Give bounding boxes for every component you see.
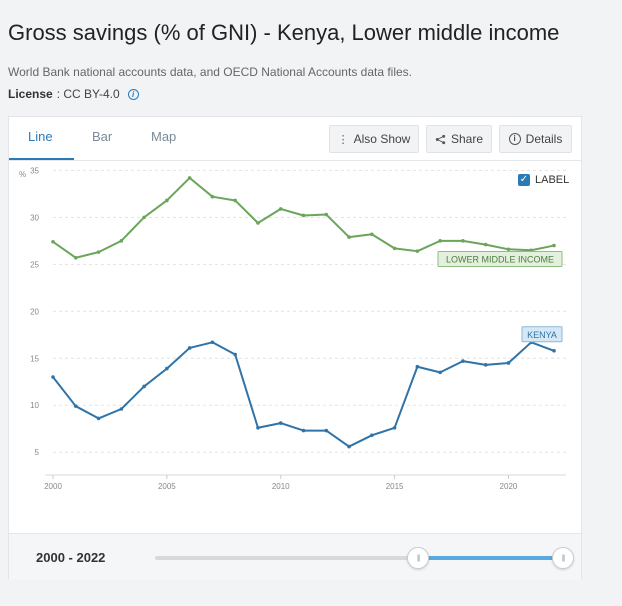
data-point xyxy=(187,176,192,180)
details-button[interactable]: i Details xyxy=(499,125,572,153)
share-icon xyxy=(435,134,446,144)
x-tick-label: 2005 xyxy=(158,482,176,491)
y-tick-label: 20 xyxy=(30,307,39,316)
data-point xyxy=(552,348,556,353)
data-point xyxy=(165,366,169,371)
data-source: World Bank national accounts data, and O… xyxy=(8,65,413,79)
x-tick-label: 2010 xyxy=(272,482,290,491)
data-point xyxy=(119,407,124,411)
details-label: Details xyxy=(525,132,563,146)
data-point xyxy=(370,433,374,438)
y-tick-label: 5 xyxy=(35,448,40,457)
y-axis-unit-label: % xyxy=(19,170,26,179)
data-point xyxy=(142,215,146,220)
data-point xyxy=(278,421,283,425)
data-point xyxy=(483,242,488,247)
data-point xyxy=(119,239,124,243)
data-point xyxy=(51,375,55,379)
range-start: 2000 xyxy=(36,550,65,565)
data-point xyxy=(73,404,78,408)
data-point xyxy=(552,243,556,248)
also-show-button[interactable]: ⋮ Also Show xyxy=(329,125,419,153)
license-label: License xyxy=(8,87,53,101)
view-tabs: Line Bar Map ⋮ Also Show Share i Details xyxy=(9,117,581,161)
series-line xyxy=(52,176,555,259)
label-checkbox[interactable]: ✓ xyxy=(518,174,530,186)
data-point xyxy=(256,221,260,225)
data-point xyxy=(461,239,465,243)
range-slider-fill xyxy=(418,556,563,560)
range-footer: 2000 - 2022 ||| ||| xyxy=(9,533,581,580)
data-point xyxy=(278,207,283,211)
data-point xyxy=(415,249,420,253)
share-label: Share xyxy=(450,132,484,146)
active-tab-indicator xyxy=(9,158,74,160)
license: License : CC BY-4.0 i xyxy=(8,87,139,101)
data-point xyxy=(438,370,442,375)
data-point xyxy=(73,255,78,260)
x-tick-label: 2000 xyxy=(44,482,62,491)
range-end-handle[interactable]: ||| xyxy=(552,547,574,569)
data-point xyxy=(483,363,488,367)
data-point xyxy=(51,239,55,244)
y-tick-label: 10 xyxy=(30,401,39,410)
data-point xyxy=(324,428,329,433)
share-button[interactable]: Share xyxy=(426,125,492,153)
range-slider-track[interactable] xyxy=(155,556,563,560)
data-point xyxy=(370,232,374,237)
tab-line[interactable]: Line xyxy=(28,129,53,144)
data-point xyxy=(187,346,192,350)
y-tick-label: 15 xyxy=(30,354,39,363)
data-point xyxy=(506,361,511,365)
range-start-handle[interactable]: ||| xyxy=(407,547,430,569)
series-label: LOWER MIDDLE INCOME xyxy=(446,255,554,265)
series-label-box xyxy=(521,326,563,343)
tab-bar[interactable]: Bar xyxy=(92,129,113,144)
data-point xyxy=(506,247,511,252)
y-tick-label: 35 xyxy=(30,166,39,175)
data-point xyxy=(96,416,101,421)
data-point xyxy=(256,425,260,430)
data-point xyxy=(347,444,351,449)
y-tick-label: 30 xyxy=(30,213,39,222)
data-point xyxy=(301,213,306,218)
tab-map[interactable]: Map xyxy=(151,129,177,144)
chart-card: Line Bar Map ⋮ Also Show Share i Details… xyxy=(8,116,582,580)
page-title: Gross savings (% of GNI) - Kenya, Lower … xyxy=(8,20,560,45)
data-point xyxy=(324,212,329,217)
vertical-dots-icon: ⋮ xyxy=(337,133,349,146)
data-point xyxy=(347,235,351,239)
year-range: 2000 - 2022 xyxy=(36,550,105,565)
label-toggle-text: LABEL xyxy=(535,174,570,186)
data-point xyxy=(233,198,237,203)
y-tick-label: 25 xyxy=(30,260,39,269)
license-value: : CC BY-4.0 xyxy=(56,87,120,101)
data-point xyxy=(142,384,146,389)
range-end: 2022 xyxy=(76,550,106,565)
data-point xyxy=(392,246,397,251)
data-point xyxy=(301,428,306,433)
label-toggle[interactable]: ✓ LABEL xyxy=(518,174,569,186)
data-point xyxy=(165,198,169,203)
data-point xyxy=(210,340,215,345)
x-tick-label: 2015 xyxy=(386,482,404,491)
data-point xyxy=(438,239,442,243)
data-point xyxy=(96,250,101,254)
data-point xyxy=(415,364,420,369)
series-label-box xyxy=(437,251,563,268)
also-show-label: Also Show xyxy=(353,132,411,146)
data-point xyxy=(233,352,237,357)
info-icon[interactable]: i xyxy=(127,88,139,100)
x-tick-label: 2020 xyxy=(500,482,518,491)
series-label: KENYA xyxy=(527,330,557,340)
range-separator: - xyxy=(64,550,77,565)
details-icon: i xyxy=(508,133,521,145)
data-point xyxy=(461,359,465,363)
line-chart: % 5 10 15 20 25 30 35 2000 2005 2010 2015 2020 LOWER … xyxy=(19,166,566,491)
data-point xyxy=(392,425,397,430)
data-point xyxy=(210,194,215,199)
